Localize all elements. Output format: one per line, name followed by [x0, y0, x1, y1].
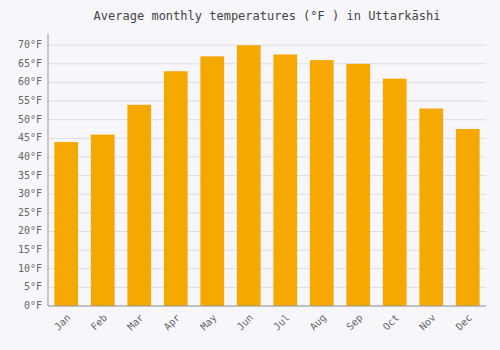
x-tick-label: Dec	[454, 312, 475, 333]
title: Average monthly temperatures (°F ) in Ut…	[94, 9, 441, 23]
chart: 0°F 5°F 10°F 15°F 20°F 25°F 30°F 35°F 40°F 45°F 50…	[0, 0, 500, 350]
x-tick-label: Aug	[308, 312, 329, 333]
bar	[273, 54, 297, 306]
bar	[456, 129, 480, 306]
x-tick-label: May	[198, 312, 219, 333]
bar	[91, 135, 115, 306]
bar	[200, 56, 224, 306]
y-tick-label: 60°F	[18, 76, 42, 87]
y-tick-label: 15°F	[18, 244, 42, 255]
y-tick-label: 40°F	[18, 151, 42, 162]
grid-line	[48, 306, 486, 307]
bar	[383, 79, 407, 306]
x-axis-line	[48, 306, 486, 307]
bar	[54, 142, 78, 306]
bar	[164, 71, 188, 306]
y-tick-label: 5°F	[24, 281, 42, 292]
grid-line	[48, 101, 486, 102]
y-tick-label: 30°F	[18, 188, 42, 199]
grid-line	[48, 63, 486, 64]
x-tick-label: Jun	[235, 312, 256, 333]
bar	[346, 64, 370, 306]
x-tick-label: Mar	[125, 312, 146, 333]
y-tick-label: 50°F	[18, 114, 42, 125]
y-tick-label: 55°F	[18, 95, 42, 106]
grid-line	[48, 82, 486, 83]
bar	[419, 109, 443, 306]
bar	[127, 105, 151, 306]
grid	[48, 45, 486, 306]
x-axis: Jan Feb Mar Apr May Jun Jul Aug Sep Oct Nov Dec	[52, 312, 474, 333]
y-tick-label: 65°F	[18, 58, 42, 69]
x-tick-label: Apr	[162, 312, 183, 333]
y-tick-label: 70°F	[18, 39, 42, 50]
y-tick-label: 35°F	[18, 170, 42, 181]
x-tick-label: Jan	[52, 312, 73, 333]
bar	[237, 45, 261, 306]
y-tick-label: 20°F	[18, 225, 42, 236]
x-tick-label: Nov	[417, 312, 438, 333]
x-tick-label: Feb	[89, 312, 110, 333]
grid-line	[48, 45, 486, 46]
y-tick-label: 25°F	[18, 207, 42, 218]
chart-container: 0°F 5°F 10°F 15°F 20°F 25°F 30°F 35°F 40°F 45°F 50…	[0, 0, 500, 350]
x-tick-label: Jul	[271, 312, 292, 333]
y-tick-label: 45°F	[18, 132, 42, 143]
y-axis-line	[48, 34, 49, 306]
y-axis: 0°F 5°F 10°F 15°F 20°F 25°F 30°F 35°F 40°F 45°F 50…	[18, 39, 42, 311]
bars	[54, 45, 479, 306]
bar	[310, 60, 334, 306]
y-tick-label: 10°F	[18, 263, 42, 274]
x-tick-label: Sep	[344, 312, 365, 333]
y-tick-label: 0°F	[24, 300, 42, 311]
x-tick-label: Oct	[381, 312, 402, 333]
